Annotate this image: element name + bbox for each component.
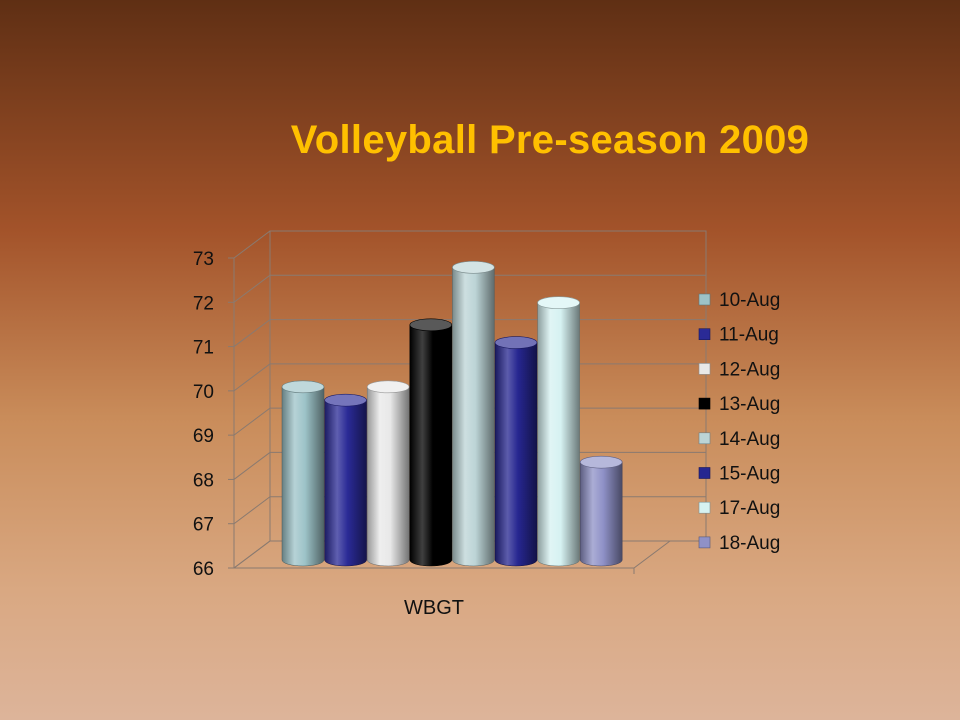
bar-body (324, 399, 367, 567)
gridline (233, 274, 706, 303)
legend-label: 15-Aug (719, 464, 780, 485)
bar-body (281, 386, 325, 567)
y-tick-label: 73 (193, 249, 214, 270)
legend: 10-Aug 11-Aug 12-Aug 13-Aug 14-Aug 15-Aug 17-A… (698, 290, 780, 554)
legend-label: 10-Aug (719, 290, 780, 311)
bar-12-aug (366, 380, 410, 567)
y-tick-label: 72 (193, 293, 214, 314)
bar-11-aug (324, 393, 367, 567)
bar-10-aug (281, 380, 325, 567)
bar-15-aug (494, 336, 538, 567)
y-tick-label: 68 (193, 470, 214, 491)
legend-swatch (698, 328, 711, 341)
bar-top (281, 380, 325, 394)
legend-label: 17-Aug (719, 498, 780, 519)
gridline (233, 230, 706, 259)
legend-swatch (698, 293, 711, 306)
bar-top (452, 260, 495, 274)
y-tick-label: 71 (193, 338, 214, 359)
legend-item: 12-Aug (698, 359, 780, 380)
legend-item: 14-Aug (698, 429, 780, 450)
bar-top (494, 336, 538, 349)
bar-body (452, 267, 495, 567)
bar-13-aug (409, 318, 453, 567)
slide-title: Volleyball Pre-season 2009 (290, 118, 810, 162)
bar-body (409, 324, 453, 567)
legend-swatch (698, 501, 711, 514)
x-axis-labels: WBGT (404, 597, 464, 619)
legend-item: 13-Aug (698, 394, 780, 415)
bar-14-aug (452, 260, 495, 567)
y-axis-ticks: 66 67 68 69 70 71 72 73 (193, 249, 214, 580)
bar-top (409, 318, 453, 332)
legend-item: 11-Aug (698, 325, 779, 346)
legend-swatch (698, 432, 711, 445)
legend-label: 11-Aug (719, 325, 779, 346)
y-tick-label: 67 (193, 515, 214, 536)
legend-swatch (698, 363, 711, 375)
bar-top (366, 380, 410, 394)
bar-17-aug (537, 296, 580, 567)
y-tick-label: 66 (193, 559, 214, 580)
bar-top (537, 296, 580, 310)
bar-body (366, 386, 410, 567)
y-tick-label: 70 (193, 382, 214, 403)
legend-swatch (698, 397, 711, 410)
bar-top (579, 455, 623, 469)
legend-label: 13-Aug (719, 394, 780, 415)
legend-swatch (698, 467, 711, 479)
legend-item: 18-Aug (698, 533, 780, 554)
legend-item: 17-Aug (698, 498, 780, 519)
x-category-label: WBGT (404, 597, 464, 619)
bar-body (537, 302, 580, 567)
bar-body (579, 461, 623, 567)
legend-label: 18-Aug (719, 533, 780, 554)
bar-top (324, 393, 367, 407)
legend-swatch (698, 536, 711, 549)
legend-item: 10-Aug (698, 290, 780, 311)
legend-label: 12-Aug (719, 359, 780, 380)
y-tick-label: 69 (193, 426, 214, 447)
legend-label: 14-Aug (719, 429, 780, 450)
bar-body (494, 342, 538, 567)
bar-18-aug (579, 455, 623, 567)
legend-item: 15-Aug (698, 464, 780, 485)
chart-bars (281, 260, 623, 567)
